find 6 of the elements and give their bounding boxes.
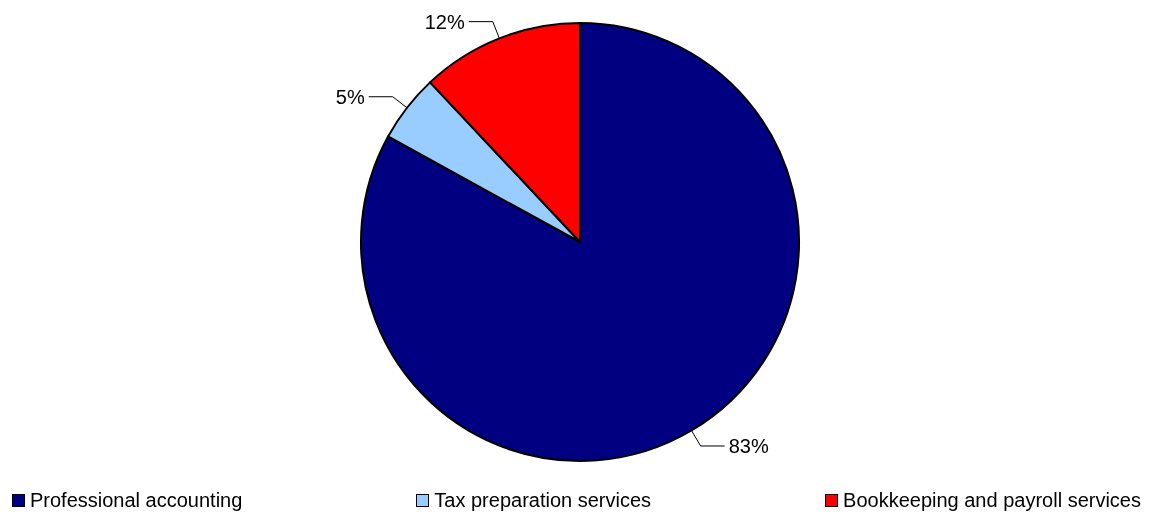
data-label: 83%: [728, 435, 769, 457]
legend-label: Tax preparation services: [434, 488, 652, 512]
legend-label: Bookkeeping and payroll services: [843, 488, 1141, 512]
legend-label: Professional accounting: [30, 488, 243, 512]
data-label: 5%: [335, 85, 365, 108]
data-label: 12%: [424, 10, 465, 33]
